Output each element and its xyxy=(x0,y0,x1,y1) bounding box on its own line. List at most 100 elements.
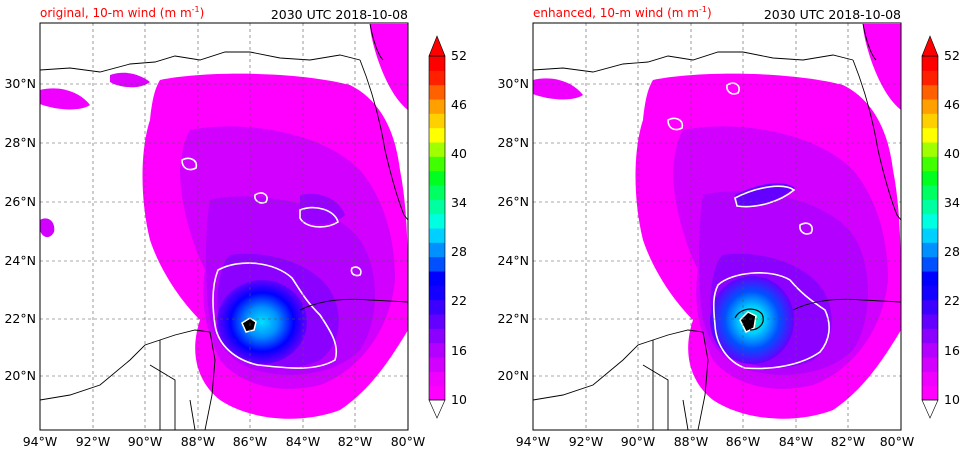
colorbar-label: 46 xyxy=(944,97,960,112)
lat-ticks: 30°N 28°N 26°N 24°N 22°N 20°N xyxy=(497,76,529,383)
map-area xyxy=(40,23,408,430)
colorbar-label: 10 xyxy=(944,392,960,407)
colorbar-segment xyxy=(922,342,938,358)
lon-tick: 84°W xyxy=(779,434,814,449)
wind-contours xyxy=(667,82,830,370)
colorbar-segment xyxy=(429,156,445,172)
colorbar-segment xyxy=(922,156,938,172)
colorbar-segment xyxy=(429,385,445,401)
grid xyxy=(533,23,901,430)
colorbar-labels: 52 46 40 34 28 22 16 10 xyxy=(451,48,467,407)
lat-tick: 20°N xyxy=(497,368,529,383)
colorbar-label: 40 xyxy=(451,146,467,161)
lon-tick: 82°W xyxy=(831,434,866,449)
colorbar-extend-min xyxy=(921,399,939,419)
colorbar-segment xyxy=(429,185,445,200)
colorbar-extend-min xyxy=(428,399,446,419)
colorbar-segment xyxy=(429,127,445,143)
colorbar-segment xyxy=(429,113,445,129)
colorbar-segment xyxy=(429,271,445,286)
lon-tick: 80°W xyxy=(391,434,426,449)
colorbar-label: 16 xyxy=(451,343,467,358)
lon-tick: 88°W xyxy=(181,434,216,449)
panel-original: original, 10-m wind (m m-1) 2030 UTC 201… xyxy=(4,5,466,449)
panel-enhanced: enhanced, 10-m wind (m m-1) 2030 UTC 201… xyxy=(497,5,959,449)
colorbar-segment xyxy=(922,185,938,200)
map-frame xyxy=(532,22,902,431)
colorbar-segment xyxy=(429,256,445,272)
colorbar-segment xyxy=(429,242,445,258)
colorbar-segment xyxy=(429,285,445,301)
colorbar-extend-max xyxy=(428,35,446,57)
colorbar-segment xyxy=(922,242,938,258)
colorbar-segment xyxy=(922,113,938,129)
lon-tick: 92°W xyxy=(76,434,111,449)
lat-tick: 28°N xyxy=(497,135,529,150)
colorbar-segment xyxy=(429,199,445,215)
colorbar-segment xyxy=(922,357,938,372)
colorbar-label: 34 xyxy=(944,195,960,210)
colorbar-segment xyxy=(429,70,445,86)
colorbar-segment xyxy=(922,70,938,86)
colorbar-segment xyxy=(429,213,445,229)
colorbar-segment xyxy=(922,385,938,401)
lat-tick: 26°N xyxy=(4,194,36,209)
colorbar-label: 52 xyxy=(944,48,960,63)
colorbar-frame xyxy=(921,55,939,401)
lon-tick: 86°W xyxy=(233,434,268,449)
lat-tick: 24°N xyxy=(4,253,36,268)
panel-title: original, 10-m wind (m m-1) xyxy=(40,5,204,20)
colorbar-segment xyxy=(429,99,445,114)
colorbar-segment xyxy=(429,84,445,100)
colorbar-segment xyxy=(922,213,938,229)
lon-ticks: 94°W 92°W 90°W 88°W 86°W 84°W 82°W 80°W xyxy=(516,434,915,449)
wind-field xyxy=(40,24,408,419)
colorbar-segment xyxy=(922,271,938,286)
lon-ticks: 94°W 92°W 90°W 88°W 86°W 84°W 82°W 80°W xyxy=(23,434,426,449)
colorbar-segment xyxy=(922,314,938,329)
lon-tick: 90°W xyxy=(621,434,656,449)
colorbar-segment xyxy=(922,199,938,215)
lat-tick: 30°N xyxy=(4,76,36,91)
colorbar-segment xyxy=(429,170,445,186)
colorbar-label: 16 xyxy=(944,343,960,358)
colorbar xyxy=(921,35,939,419)
colorbar-label: 28 xyxy=(944,244,960,259)
colorbar-label: 10 xyxy=(451,392,467,407)
lat-tick: 30°N xyxy=(497,76,529,91)
lon-tick: 86°W xyxy=(726,434,761,449)
colorbar-segment xyxy=(429,328,445,344)
wind-field xyxy=(533,24,901,419)
colorbar-segment xyxy=(429,314,445,329)
lat-tick: 28°N xyxy=(4,135,36,150)
colorbar-segment xyxy=(922,328,938,344)
colorbar-label: 28 xyxy=(451,244,467,259)
lon-tick: 80°W xyxy=(880,434,915,449)
lat-tick: 26°N xyxy=(497,194,529,209)
colorbar-segment xyxy=(429,371,445,387)
colorbar-segment xyxy=(922,170,938,186)
colorbar xyxy=(428,35,446,419)
coastlines xyxy=(40,23,408,430)
core-contour xyxy=(734,308,764,331)
colorbar-segment xyxy=(922,256,938,272)
colorbar-label: 22 xyxy=(451,293,467,308)
grid xyxy=(40,23,408,430)
lon-tick: 94°W xyxy=(23,434,58,449)
colorbar-label: 52 xyxy=(451,48,467,63)
colorbar-segment xyxy=(922,228,938,243)
colorbar-label: 34 xyxy=(451,195,467,210)
colorbar-segment xyxy=(922,285,938,301)
lon-tick: 84°W xyxy=(286,434,321,449)
colorbar-labels: 52 46 40 34 28 22 16 10 xyxy=(944,48,960,407)
colorbar-segment xyxy=(429,142,445,157)
lat-tick: 24°N xyxy=(497,253,529,268)
lat-ticks: 30°N 28°N 26°N 24°N 22°N 20°N xyxy=(4,76,36,383)
colorbar-segment xyxy=(922,299,938,315)
colorbar-segment xyxy=(922,56,938,71)
hurricane-eye xyxy=(241,317,257,333)
colorbar-segment xyxy=(922,99,938,114)
colorbar-segment xyxy=(429,56,445,71)
coastlines xyxy=(533,23,901,430)
